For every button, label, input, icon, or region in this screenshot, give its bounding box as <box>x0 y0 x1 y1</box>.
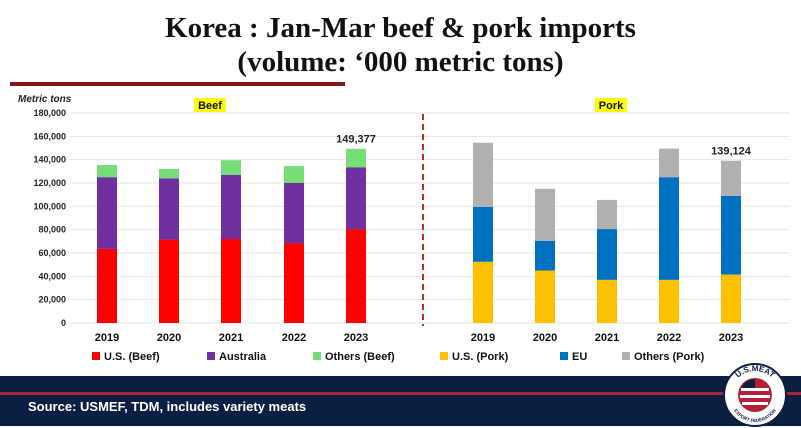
legend-swatch <box>560 352 568 360</box>
bar-segment <box>473 261 493 323</box>
bar-segment <box>97 164 117 178</box>
x-tick-label: 2020 <box>157 332 181 344</box>
legend-swatch <box>92 352 100 360</box>
y-tick-label: 160,000 <box>33 131 66 141</box>
x-tick-label: 2021 <box>219 332 243 344</box>
bar-segment <box>159 239 179 323</box>
bar-segment <box>535 188 555 241</box>
panel-title-highlight <box>595 98 627 112</box>
bar-segment <box>159 178 179 240</box>
bar-segment <box>535 240 555 271</box>
y-tick-label: 20,000 <box>38 295 66 305</box>
legend-swatch <box>440 352 448 360</box>
bar-segment <box>659 177 679 280</box>
bar-segment <box>473 142 493 207</box>
footer-accent-stripe <box>0 392 801 395</box>
bar-segment <box>535 270 555 323</box>
y-tick-label: 120,000 <box>33 178 66 188</box>
bar-segment <box>97 248 117 323</box>
x-tick-label: 2019 <box>95 332 119 344</box>
bar-segment <box>284 243 304 323</box>
total-data-label: 139,124 <box>711 146 752 158</box>
bar-segment <box>284 183 304 244</box>
bar-segment <box>346 229 366 323</box>
legend-label: EU <box>572 351 587 363</box>
axis-labels: Beef 2019 2020 2021 2022 2023 149,377 Pork 2019 2… <box>95 98 752 344</box>
bar-segment <box>597 229 617 280</box>
bar-segment <box>597 279 617 323</box>
x-tick-label: 2020 <box>533 332 557 344</box>
y-axis-title: Metric tons <box>18 94 72 105</box>
title-underline <box>10 82 345 86</box>
legend-label: U.S. (Beef) <box>104 351 160 363</box>
chart-title-line-1: Korea : Jan-Mar beef & pork imports <box>165 12 636 44</box>
bar-segment <box>221 239 241 323</box>
bar-segment <box>284 166 304 183</box>
bar-segment <box>221 174 241 239</box>
y-axis: 0 20,000 40,000 60,000 80,000 100,000 120,000 1… <box>18 94 72 328</box>
legend: U.S. (Beef) Australia Others (Beef) U.S. (P… <box>92 351 705 363</box>
x-tick-label: 2021 <box>595 332 619 344</box>
bar-segment <box>721 274 741 323</box>
chart-area: 0 20,000 40,000 60,000 80,000 100,000 120,000 1… <box>18 94 790 363</box>
legend-label: Others (Beef) <box>325 351 395 363</box>
panel-title-pork: Pork <box>599 100 624 112</box>
bar-segment <box>721 160 741 196</box>
x-tick-label: 2019 <box>471 332 495 344</box>
bars <box>97 142 741 323</box>
y-tick-label: 80,000 <box>38 225 66 235</box>
total-data-label: 149,377 <box>336 134 376 146</box>
bar-segment <box>597 199 617 230</box>
x-tick-label: 2022 <box>282 332 306 344</box>
x-tick-label: 2023 <box>344 332 368 344</box>
y-tick-label: 140,000 <box>33 155 66 165</box>
legend-swatch <box>622 352 630 360</box>
bar-segment <box>346 148 366 168</box>
legend-swatch <box>207 352 215 360</box>
bar-segment <box>97 177 117 249</box>
x-tick-label: 2023 <box>719 332 743 344</box>
legend-swatch <box>313 352 321 360</box>
bar-segment <box>159 169 179 179</box>
legend-label: U.S. (Pork) <box>452 351 509 363</box>
bar-segment <box>221 160 241 175</box>
y-tick-label: 60,000 <box>38 248 66 258</box>
bar-segment <box>346 167 366 230</box>
footer-bar <box>0 376 801 426</box>
usmef-logo: U.S.MEAT EXPORT FEDERATION <box>723 363 787 427</box>
chart-title-line-2: (volume: ‘000 metric tons) <box>237 46 564 78</box>
source-note: Source: USMEF, TDM, includes variety mea… <box>28 399 307 414</box>
y-tick-label: 0 <box>61 318 66 328</box>
gridlines <box>70 112 790 324</box>
y-tick-label: 180,000 <box>33 108 66 118</box>
legend-label: Others (Pork) <box>634 351 705 363</box>
panel-title-highlight <box>194 98 226 112</box>
y-tick-label: 40,000 <box>38 271 66 281</box>
x-tick-label: 2022 <box>657 332 681 344</box>
y-tick-label: 100,000 <box>33 201 66 211</box>
legend-label: Australia <box>219 351 267 363</box>
bar-segment <box>473 206 493 262</box>
bar-segment <box>659 279 679 323</box>
bar-segment <box>721 195 741 275</box>
panel-title-beef: Beef <box>198 100 222 112</box>
bar-segment <box>659 148 679 178</box>
